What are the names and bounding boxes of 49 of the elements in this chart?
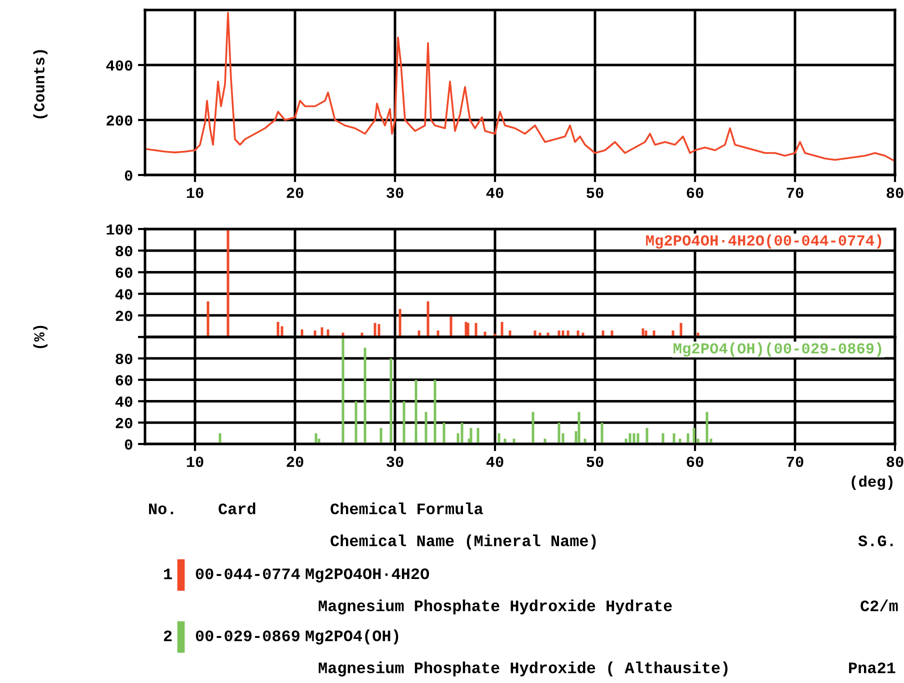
text: 00-044-0774 <box>196 568 300 580</box>
x-tick-label: 60 <box>686 456 704 468</box>
text: Mg2PO4OH·4H2O <box>306 568 430 582</box>
y-tick-label: 400 <box>106 60 132 71</box>
text: Mg2PO4(OH) <box>306 630 398 644</box>
y-tick-label: 60 <box>116 268 132 278</box>
x-tick-label: 20 <box>286 188 304 198</box>
y-tick-label: 40 <box>115 396 132 407</box>
text: Magnesium Phosphate Hydroxide Hydrate <box>318 600 672 614</box>
text: Magnesium Phosphate Hydroxide ( Althausite) <box>318 662 728 676</box>
x-tick-label: 70 <box>786 188 804 198</box>
text: 00-029-0869 <box>196 630 300 642</box>
x-tick-label: 10 <box>186 456 204 468</box>
x-tick-label: 30 <box>386 456 404 468</box>
y-axis-title: (%) <box>33 326 48 348</box>
x-tick-label: 50 <box>586 188 604 198</box>
x-axis-title: (deg) <box>852 476 892 490</box>
y-tick-label: 40 <box>115 289 132 300</box>
text: C2/m <box>860 600 898 612</box>
x-tick-label: 80 <box>886 188 904 198</box>
text: Chemical Name (Mineral Name) <box>330 534 596 550</box>
x-tick-label: 20 <box>286 456 304 468</box>
text: Mg2PO4OH·4H2O(00-044-0774) <box>646 234 882 249</box>
y-tick-label: 80 <box>116 354 132 364</box>
y-axis-title: (Counts) <box>33 50 48 118</box>
x-tick-label: 70 <box>786 456 804 468</box>
text: Mg2PO4(OH)(00-029-0869) <box>674 342 882 357</box>
text: Card <box>218 502 256 514</box>
text: S.G. <box>858 535 893 546</box>
y-tick-label: 20 <box>116 310 132 322</box>
x-tick-label: 30 <box>386 188 404 198</box>
text: 2 <box>164 630 172 642</box>
x-tick-label: 50 <box>586 456 604 468</box>
text: No. <box>149 504 174 514</box>
y-tick-label: 200 <box>106 115 132 126</box>
text: Chemical Formula <box>330 502 483 514</box>
x-tick-label: 40 <box>486 188 504 198</box>
text: 1 <box>164 568 172 580</box>
y-tick-label: 80 <box>116 246 132 256</box>
x-tick-label: 10 <box>186 188 204 198</box>
y-tick-label: 0 <box>124 170 132 181</box>
x-tick-label: 80 <box>886 456 904 468</box>
x-tick-label: 60 <box>686 188 704 198</box>
y-tick-label: 20 <box>116 418 132 428</box>
y-tick-label: 60 <box>116 375 132 386</box>
y-tick-label: 100 <box>106 224 132 235</box>
y-tick-label: 0 <box>124 439 132 450</box>
text: Pna21 <box>849 662 896 674</box>
x-tick-label: 40 <box>486 456 504 468</box>
